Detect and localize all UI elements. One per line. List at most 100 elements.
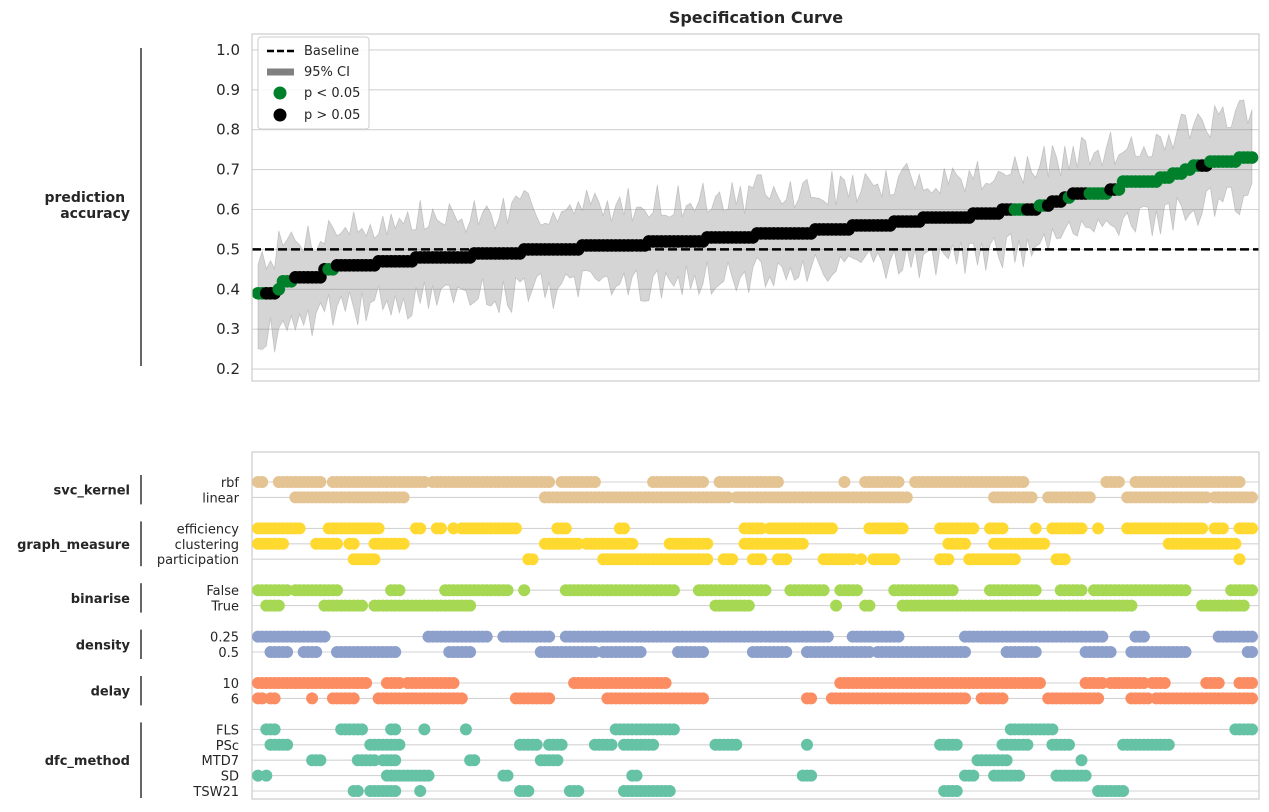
matrix-dot (277, 537, 289, 550)
matrix-dot (1058, 553, 1071, 566)
matrix-dot (543, 630, 556, 643)
ytick-label: 0.6 (216, 200, 240, 218)
matrix-dot (1162, 738, 1175, 751)
matrix-dot (825, 522, 838, 535)
matrix-dot (360, 677, 373, 689)
matrix-dot (647, 738, 660, 751)
matrix-dot (967, 769, 980, 782)
matrix-dot (759, 584, 772, 597)
specification-matrix-frame (251, 451, 1260, 800)
matrix-dot (942, 553, 955, 566)
matrix-level-label: FLS (216, 723, 239, 738)
matrix-dot (817, 584, 830, 597)
matrix-dot (1158, 677, 1171, 689)
matrix-dot (281, 584, 294, 597)
matrix-level-label: participation (157, 553, 239, 568)
matrix-level-label: True (210, 600, 239, 615)
group-label: graph_measure (17, 538, 130, 553)
matrix-level-label: rbf (221, 476, 240, 491)
matrix-dot (701, 537, 714, 550)
matrix-dot (372, 522, 385, 535)
matrix-dot (268, 692, 281, 705)
legend: Baseline 95% CI p < 0.05 p > 0.05 (257, 36, 370, 130)
matrix-dot (260, 769, 273, 782)
matrix-dot (796, 537, 809, 550)
matrix-dot (967, 522, 980, 535)
accuracy-points (251, 151, 1259, 300)
matrix-dot (1117, 785, 1130, 797)
matrix-dot (543, 476, 556, 488)
group-label: density (76, 638, 131, 653)
matrix-dot (389, 785, 402, 797)
matrix-dot (252, 769, 264, 782)
ytick-label: 0.8 (216, 121, 240, 139)
matrix-dot (892, 476, 905, 488)
matrix-dot (572, 785, 585, 797)
matrix-dot (1233, 476, 1246, 488)
matrix-dot (310, 646, 323, 658)
matrix-level-label: SD (221, 770, 239, 785)
matrix-level-label: PSc (216, 739, 239, 754)
matrix-level-label: MTD7 (202, 754, 239, 769)
matrix-dot (501, 769, 514, 782)
matrix-dot (1125, 599, 1138, 612)
matrix-dot (526, 553, 539, 566)
matrix-level-label: 0.5 (218, 646, 239, 661)
matrix-dot (318, 630, 331, 643)
matrix-dot (805, 692, 818, 705)
matrix-dot (634, 646, 647, 658)
ytick-label: 0.5 (216, 240, 240, 258)
matrix-dot (755, 553, 768, 566)
ytick-label: 0.3 (216, 320, 240, 338)
matrix-dot (697, 476, 709, 488)
matrix-dot (347, 537, 360, 550)
matrix-dot (1179, 584, 1192, 597)
matrix-dot (1246, 646, 1258, 658)
matrix-dot (389, 646, 402, 658)
matrix-level-label: efficiency (177, 522, 240, 537)
matrix-dot (726, 553, 739, 566)
group-label: dfc_method (45, 754, 130, 769)
matrix-dot (414, 522, 427, 535)
matrix-dot (588, 646, 601, 658)
matrix-dot (618, 522, 630, 535)
group-label: delay (91, 685, 131, 700)
ytick-label: 0.9 (216, 81, 240, 99)
matrix-dot (559, 522, 572, 535)
matrix-level-label: False (206, 584, 239, 599)
matrix-dot (543, 692, 556, 705)
matrix-dot (959, 692, 971, 705)
matrix-dot (1033, 677, 1046, 689)
matrix-dot (667, 723, 680, 736)
matrix-dot (331, 584, 343, 597)
matrix-dot (892, 630, 905, 643)
matrix-dot (522, 785, 535, 797)
matrix-dot (1083, 491, 1096, 504)
matrix-dot (418, 476, 431, 488)
ytick-label: 0.2 (216, 360, 240, 378)
matrix-dot (501, 584, 514, 597)
matrix-dot (256, 476, 269, 488)
matrix-dot (572, 537, 585, 550)
matrix-dot (1029, 522, 1042, 535)
matrix-dot (397, 491, 410, 504)
confidence-interval-band (257, 99, 1253, 353)
matrix-level-label: 6 (231, 692, 239, 707)
legend-significant-marker (273, 86, 287, 100)
matrix-dot (659, 677, 672, 689)
matrix-dot (281, 738, 294, 751)
matrix-dot (331, 537, 343, 550)
matrix-dot (1063, 738, 1075, 751)
matrix-dot (838, 476, 851, 488)
matrix-dot (900, 491, 913, 504)
matrix-dot (630, 769, 643, 782)
matrix-dot (397, 537, 410, 550)
matrix-dot (780, 553, 793, 566)
matrix-dot (1029, 646, 1042, 658)
legend-nonsignificant-label: p > 0.05 (304, 108, 360, 123)
matrix-dot (946, 584, 959, 597)
matrix-dot (1092, 692, 1105, 705)
matrix-dot (368, 754, 381, 767)
matrix-dot (1246, 723, 1258, 736)
